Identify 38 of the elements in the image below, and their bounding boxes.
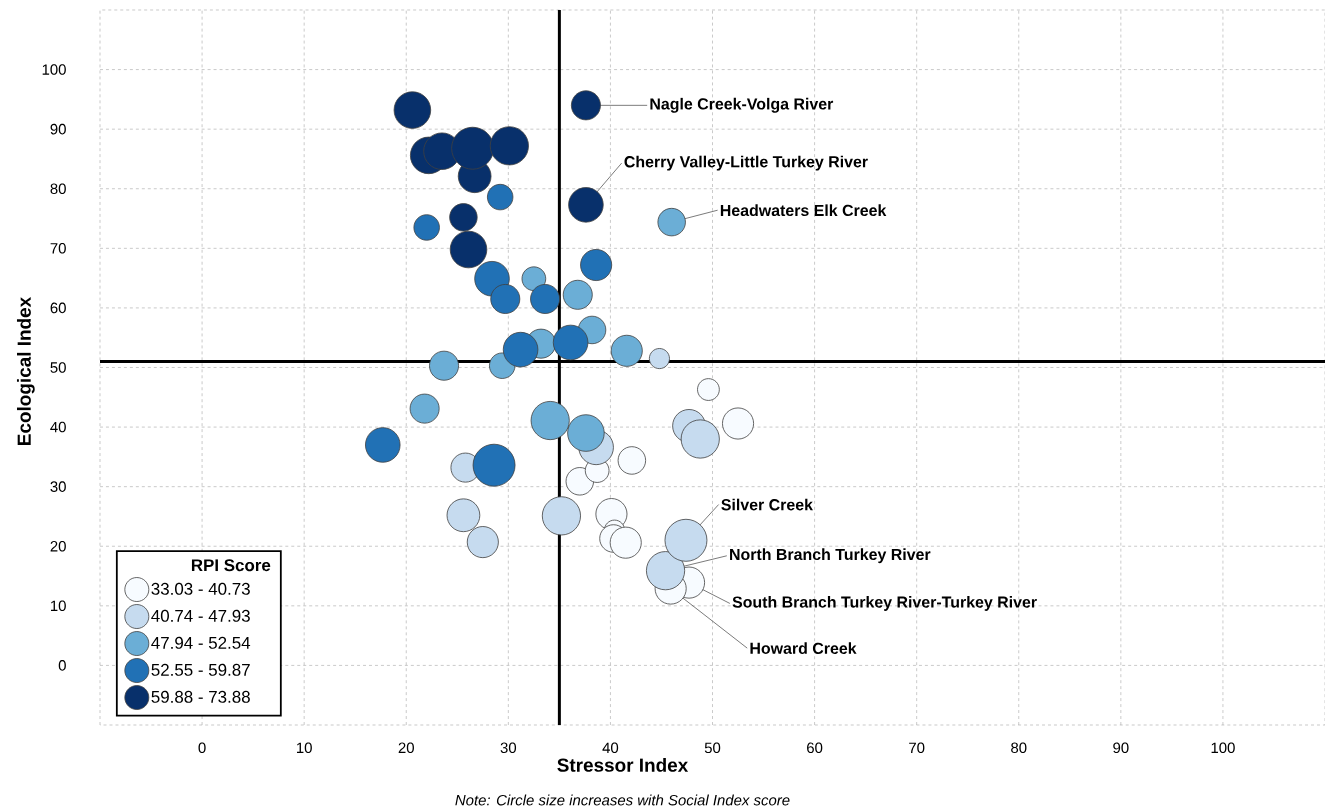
x-tick-label: 60 <box>807 742 823 754</box>
annotation: Headwaters Elk Creek <box>720 204 887 217</box>
y-tick-label: 90 <box>50 123 66 135</box>
annotation: Howard Creek <box>750 642 857 654</box>
legend-label: 59.88 - 73.88 <box>151 690 250 703</box>
x-tick-label: 20 <box>398 742 414 754</box>
y-tick-label: 80 <box>50 183 66 195</box>
x-tick-label: 100 <box>1211 742 1235 754</box>
y-tick-label: 30 <box>50 481 66 492</box>
x-tick-label: 50 <box>704 742 721 754</box>
annotation: North Branch Turkey River <box>730 548 931 564</box>
y-tick-label: 0 <box>58 660 66 671</box>
x-tick-label: 90 <box>1113 742 1129 754</box>
legend-label: 52.55 - 59.87 <box>151 663 250 676</box>
annotation: Cherry Valley-Little Turkey River <box>624 155 868 171</box>
y-tick-label: 60 <box>50 302 66 314</box>
annotation: Silver Creek <box>721 498 813 511</box>
y-tick-label: 50 <box>50 362 66 373</box>
annotation: Nagle Creek-Volga River <box>650 97 834 113</box>
x-tick-label: 0 <box>198 742 206 754</box>
y-tick-label: 100 <box>42 64 66 75</box>
y-tick-label: 10 <box>51 600 66 612</box>
legend-label: 40.74 - 47.93 <box>151 609 250 622</box>
legend-label: 33.03 - 40.73 <box>151 582 250 595</box>
annotation: South Branch Turkey River-Turkey River <box>732 596 1037 611</box>
x-axis-title: Stressor Index <box>557 757 689 772</box>
x-tick-label: 30 <box>500 742 517 754</box>
x-tick-label: 80 <box>1011 742 1027 754</box>
x-tick-label: 10 <box>297 742 312 754</box>
y-tick-label: 20 <box>50 540 66 552</box>
y-axis-title: Ecological Index <box>16 296 35 445</box>
y-tick-label: 70 <box>50 243 66 254</box>
x-tick-label: 70 <box>909 742 925 754</box>
text: Note: Circle size increases with Social Index score <box>455 794 790 806</box>
y-tick-label: 40 <box>50 421 66 433</box>
legend-title: RPI Score <box>191 559 271 572</box>
legend-label: 47.94 - 52.54 <box>151 636 251 649</box>
x-tick-label: 40 <box>602 742 619 754</box>
